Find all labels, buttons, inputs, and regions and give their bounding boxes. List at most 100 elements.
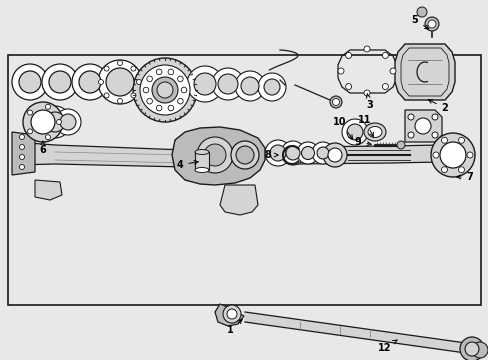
Circle shape [416,7,426,17]
Circle shape [31,110,55,134]
Circle shape [363,90,369,96]
Circle shape [177,98,183,104]
Circle shape [281,141,305,165]
Circle shape [104,93,109,98]
Text: 12: 12 [378,340,396,353]
Circle shape [223,305,241,323]
Circle shape [329,96,341,108]
Text: 10: 10 [332,117,352,139]
Circle shape [117,60,122,66]
Circle shape [197,137,232,173]
Circle shape [345,84,351,90]
Circle shape [430,133,474,177]
Circle shape [140,65,190,115]
Circle shape [285,146,299,160]
Circle shape [323,143,346,167]
Circle shape [382,84,387,90]
Text: 4: 4 [176,160,198,170]
Circle shape [341,119,367,145]
Circle shape [49,71,71,93]
Text: 1: 1 [226,320,242,335]
Circle shape [471,342,487,358]
Text: 5: 5 [411,15,428,29]
Polygon shape [394,44,454,100]
Circle shape [382,53,387,58]
Circle shape [177,76,183,82]
Circle shape [230,141,259,169]
Circle shape [431,132,437,138]
Circle shape [466,152,472,158]
Circle shape [337,68,343,74]
Circle shape [23,102,63,142]
Circle shape [20,165,24,170]
Circle shape [117,99,122,104]
Circle shape [407,114,413,120]
Circle shape [20,135,24,139]
Circle shape [269,145,285,161]
Circle shape [152,77,178,103]
Circle shape [311,142,333,164]
Ellipse shape [363,123,385,141]
Circle shape [258,73,285,101]
Circle shape [264,79,280,95]
Circle shape [104,66,109,71]
Circle shape [203,144,225,166]
Polygon shape [220,185,258,215]
Circle shape [156,105,162,111]
Circle shape [20,154,24,159]
Circle shape [55,109,81,135]
Circle shape [72,64,108,100]
Polygon shape [294,145,439,164]
Circle shape [441,137,447,143]
Circle shape [427,20,435,28]
Circle shape [432,152,438,158]
Circle shape [464,342,478,356]
Polygon shape [244,312,479,355]
Circle shape [146,76,152,82]
Circle shape [458,167,464,173]
Ellipse shape [367,126,381,138]
Circle shape [186,66,223,102]
Text: 2: 2 [427,100,447,113]
Circle shape [60,114,76,130]
Polygon shape [404,110,441,142]
Circle shape [264,140,290,166]
Circle shape [39,106,71,138]
Circle shape [98,80,103,85]
Circle shape [131,93,136,98]
Circle shape [20,144,24,149]
Circle shape [459,337,483,360]
Circle shape [441,167,447,173]
Circle shape [301,147,314,159]
Circle shape [424,17,438,31]
Text: 9: 9 [354,137,370,147]
Circle shape [106,68,134,96]
Circle shape [45,104,50,109]
Circle shape [42,64,78,100]
Ellipse shape [195,167,208,172]
Circle shape [45,135,50,140]
Circle shape [57,120,61,125]
Circle shape [226,309,237,319]
Circle shape [143,87,148,93]
Circle shape [19,71,41,93]
Circle shape [45,112,65,132]
Circle shape [345,53,351,58]
Circle shape [131,66,136,71]
Circle shape [241,77,259,95]
Polygon shape [172,127,264,185]
Text: 6: 6 [40,141,46,155]
Circle shape [12,64,48,100]
Polygon shape [215,304,244,326]
Bar [8,55,480,305]
Circle shape [407,132,413,138]
Circle shape [157,82,173,98]
Circle shape [332,99,339,105]
Circle shape [181,87,186,93]
Circle shape [439,142,465,168]
Bar [195,152,208,170]
Circle shape [79,71,101,93]
Circle shape [146,98,152,104]
Text: 11: 11 [358,115,372,136]
Polygon shape [12,132,35,175]
